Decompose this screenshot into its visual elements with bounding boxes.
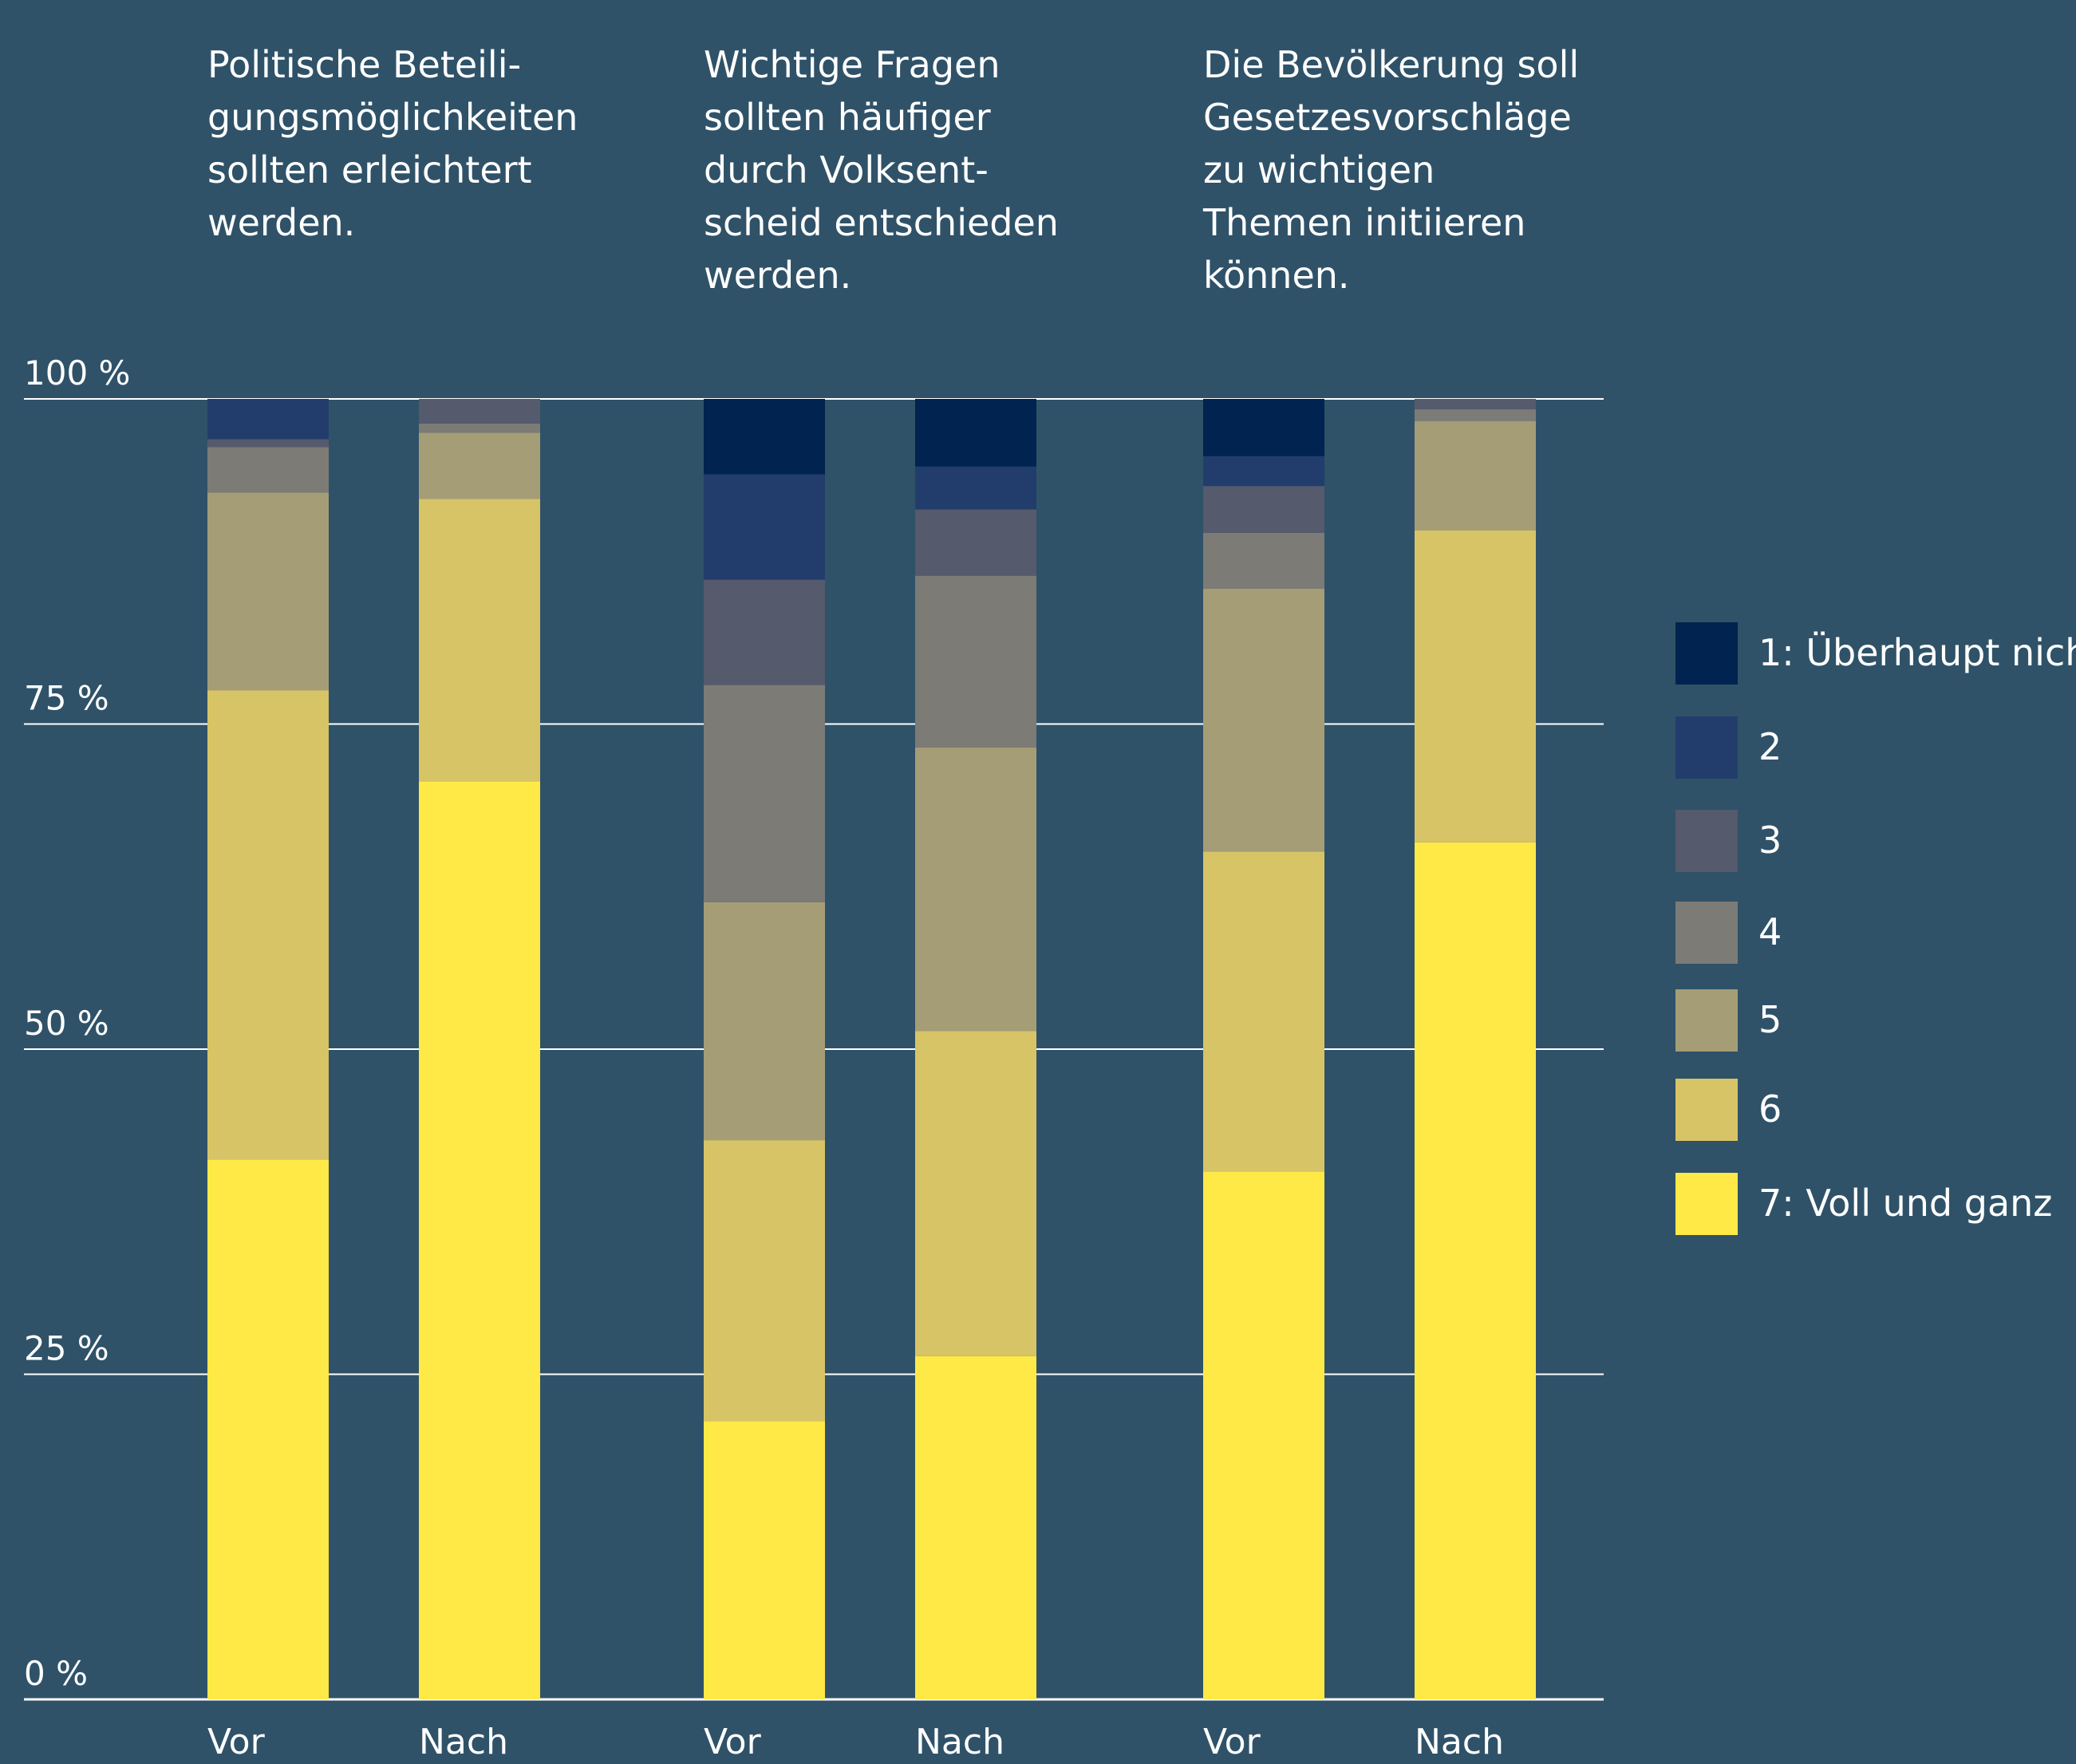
group-title-2: Wichtige Fragen sollten häufiger durch Vol… (704, 38, 1262, 302)
bar-segment-group1-nach-s5 (419, 432, 540, 499)
group-title-line: werden. (207, 201, 356, 244)
x-category-label: Nach (915, 1722, 1004, 1762)
bar-segment-group1-nach-s3 (419, 399, 540, 424)
bar-segment-group3-nach-s4 (1415, 409, 1536, 421)
bar-segment-group2-nach-s2 (915, 466, 1036, 510)
legend-label: 6 (1758, 1087, 1782, 1131)
x-category-label: Vor (704, 1722, 762, 1762)
bar-segment-group3-nach-s5 (1415, 420, 1536, 531)
group-title-line: gungsmöglichkeiten (207, 96, 578, 139)
legend-label: 5 (1758, 998, 1782, 1041)
bar-segment-group2-nach-s6 (915, 1031, 1036, 1356)
bar-segment-group2-nach-s5 (915, 747, 1036, 1032)
group-title-line: sollten häufiger (704, 96, 991, 139)
group-title-line: Wichtige Fragen (704, 43, 1001, 86)
bar-segment-group1-vor-s4 (207, 447, 329, 493)
x-category-label: Nach (419, 1722, 508, 1762)
bar-segment-group2-vor-s1 (704, 399, 825, 475)
bar-segment-group1-nach-s4 (419, 423, 540, 433)
bar-segment-group2-nach-s4 (915, 575, 1036, 748)
y-tick-label: 0 % (24, 1654, 88, 1693)
bar-segment-group3-vor-s4 (1203, 532, 1324, 589)
x-category-label: Nach (1415, 1722, 1504, 1762)
bar-segment-group2-vor-s3 (704, 579, 825, 685)
legend-swatch (1675, 902, 1738, 964)
bar-segment-group1-vor-s2 (207, 399, 329, 440)
group-title-line: werden. (704, 254, 852, 297)
legend-swatch (1675, 810, 1738, 872)
y-tick-label: 25 % (24, 1329, 109, 1368)
group-title-line: sollten erleichtert (207, 148, 532, 191)
bar-segment-group3-nach-s6 (1415, 530, 1536, 843)
group-title-line: durch Volksent- (704, 148, 989, 191)
group-title-1: Politische Beteili-gungsmöglichkeiten sol… (207, 38, 766, 249)
bar-segment-group2-vor-s7 (704, 1421, 825, 1699)
group-title-line: Gesetzesvorschläge (1203, 96, 1572, 139)
bar-segment-group3-vor-s2 (1203, 456, 1324, 487)
bar-segment-group3-vor-s1 (1203, 399, 1324, 456)
group-title-line: zu wichtigen (1203, 148, 1435, 191)
legend-label: 3 (1758, 819, 1782, 862)
bar-segment-group2-nach-s1 (915, 399, 1036, 467)
bar-segment-group1-nach-s6 (419, 499, 540, 782)
bar-segment-group1-nach-s7 (419, 781, 540, 1699)
y-tick-label: 100 % (24, 353, 130, 393)
legend-label: 4 (1758, 910, 1782, 953)
group-title-line: können. (1203, 254, 1350, 297)
bar-segment-group1-vor-s5 (207, 492, 329, 691)
bar-segment-group2-vor-s6 (704, 1140, 825, 1422)
bar-segment-group3-vor-s6 (1203, 851, 1324, 1172)
legend-swatch (1675, 1079, 1738, 1141)
legend-swatch (1675, 1173, 1738, 1235)
group-title-line: scheid entschieden (704, 201, 1059, 244)
x-category-label: Vor (1203, 1722, 1261, 1762)
legend-label: 2 (1758, 725, 1782, 768)
bar-segment-group3-nach-s3 (1415, 399, 1536, 410)
bar-segment-group2-nach-s7 (915, 1356, 1036, 1699)
bar-segment-group3-nach-s7 (1415, 842, 1536, 1699)
legend-swatch (1675, 716, 1738, 779)
bar-segment-group3-vor-s3 (1203, 486, 1324, 533)
group-title-3: Die Bevölkerung soll Gesetzesvorschläge zu… (1203, 38, 1762, 302)
legend-swatch (1675, 622, 1738, 685)
y-tick-label: 75 % (24, 679, 109, 718)
legend-label: 1: Überhaupt nicht (1758, 631, 2076, 674)
bar-segment-group3-vor-s7 (1203, 1171, 1324, 1699)
legend-label: 7: Voll und ganz (1758, 1182, 2053, 1225)
bar-segment-group2-vor-s2 (704, 474, 825, 580)
y-tick-label: 50 % (24, 1004, 109, 1043)
bar-segment-group1-vor-s6 (207, 690, 329, 1160)
bar-segment-group2-vor-s5 (704, 902, 825, 1141)
legend-swatch (1675, 989, 1738, 1052)
group-title-line: Themen initiieren (1203, 201, 1526, 244)
bar-segment-group2-nach-s3 (915, 509, 1036, 576)
group-title-line: Die Bevölkerung soll (1203, 43, 1580, 86)
bar-segment-group2-vor-s4 (704, 685, 825, 902)
x-category-label: Vor (207, 1722, 266, 1762)
bar-segment-group1-vor-s7 (207, 1159, 329, 1699)
bar-segment-group1-vor-s3 (207, 439, 329, 448)
bar-segment-group3-vor-s5 (1203, 588, 1324, 852)
group-title-line: Politische Beteili- (207, 43, 522, 86)
